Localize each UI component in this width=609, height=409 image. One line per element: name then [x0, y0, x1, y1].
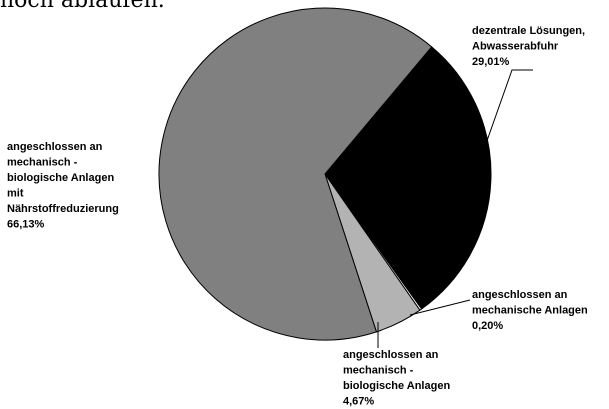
pie-slice-1	[324, 46, 492, 310]
leader-line-1	[429, 69, 533, 303]
slice-label-line: Nährstoffreduzierung	[7, 203, 119, 215]
leader-line-2	[409, 299, 471, 316]
slice-label-line: 4,67%	[343, 396, 374, 408]
slice-label-3: angeschlossen an mechanisch - biologische …	[343, 349, 450, 408]
slice-label-2: angeschlossen an mechanische Anlagen 0,20%	[472, 289, 588, 332]
slice-label-line: angeschlossen an	[472, 289, 568, 301]
slice-label-line: mechanisch -	[343, 365, 414, 377]
slice-label-line: 66,13%	[7, 219, 45, 231]
slice-label-line: mechanische Anlagen	[472, 305, 588, 317]
slice-label-line: 0,20%	[472, 320, 503, 332]
slice-label-line: Abwasserabfuhr	[472, 41, 559, 53]
slice-label-1: dezentrale Lösungen, Abwasserabfuhr 29,01%	[472, 25, 585, 68]
slice-label-line: biologische Anlagen	[343, 380, 450, 392]
slice-label-4: angeschlossen an mechanisch - biologische …	[7, 141, 119, 231]
slice-label-line: angeschlossen an	[7, 141, 103, 153]
slice-label-line: biologische Anlagen	[7, 172, 114, 184]
slice-label-line: mit	[7, 188, 24, 200]
slice-label-line: dezentrale Lösungen,	[472, 25, 585, 37]
slice-label-line: angeschlossen an	[343, 349, 439, 361]
slice-label-line: mechanisch -	[7, 157, 78, 169]
clipped-body-text: noch ablaufen.	[0, 0, 165, 13]
pie-slice-4	[158, 7, 433, 341]
slice-label-line: 29,01%	[472, 56, 510, 68]
